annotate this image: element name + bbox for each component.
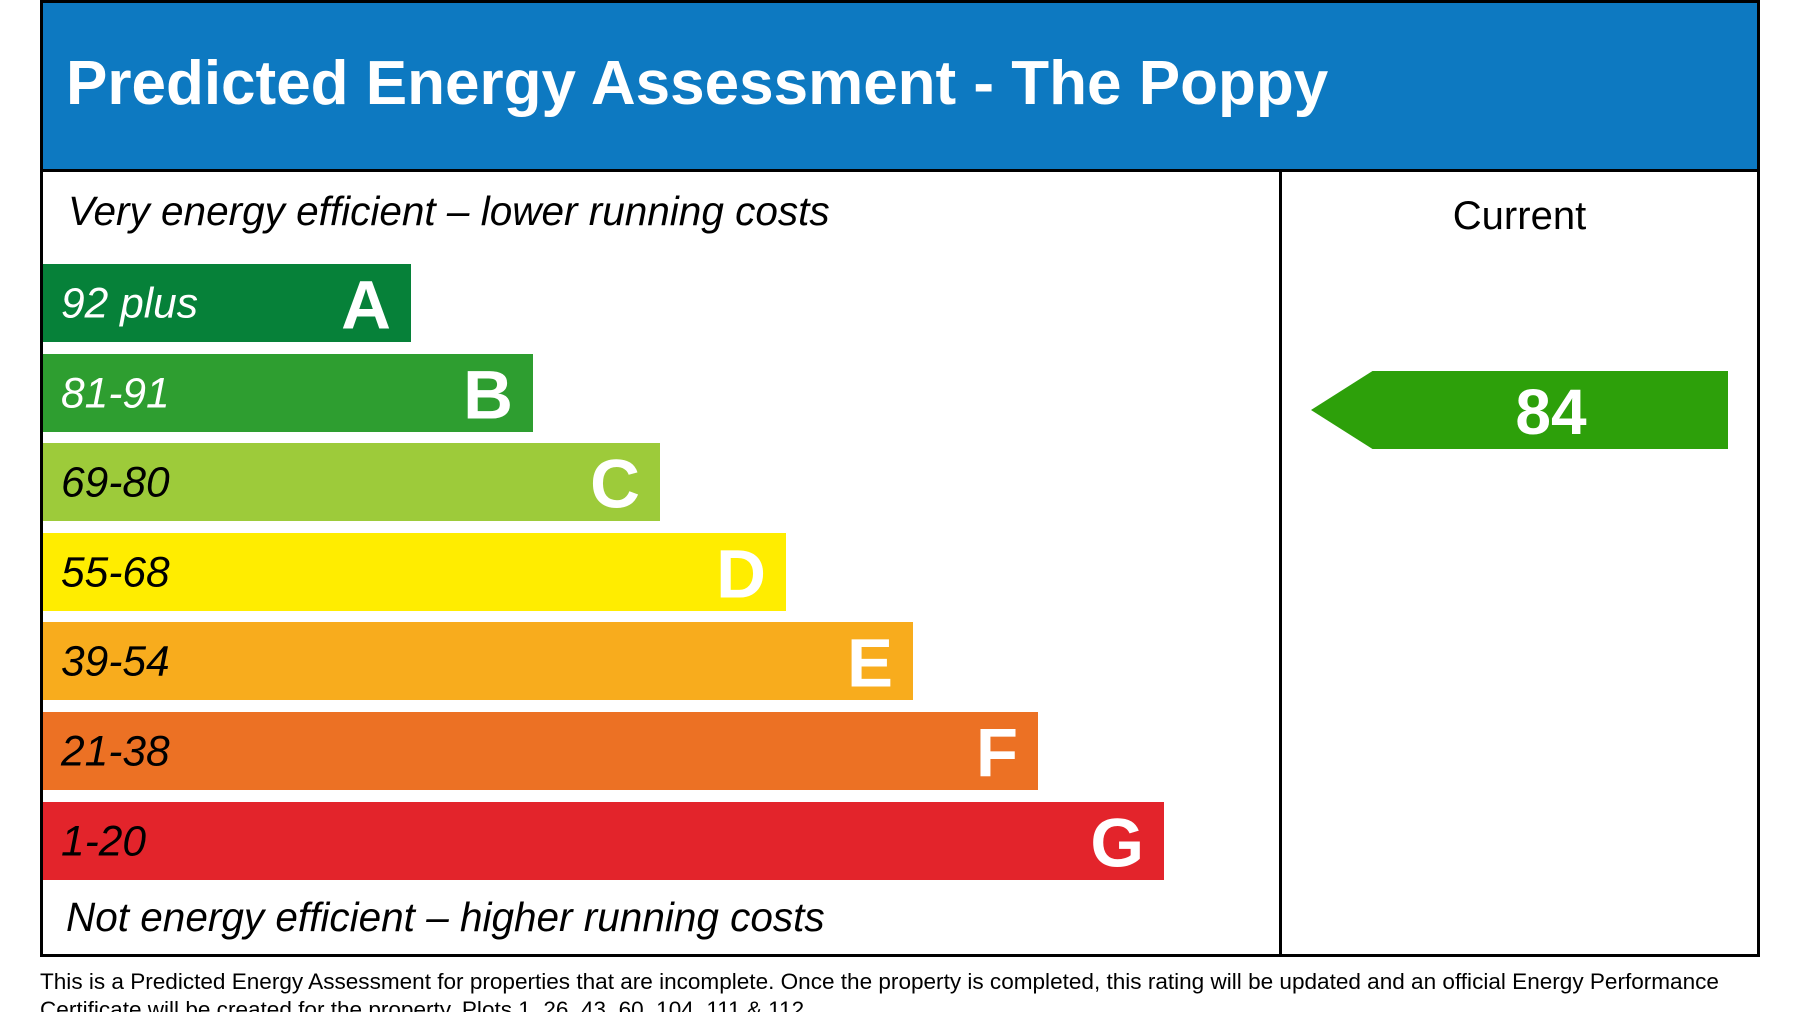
svg-text:84: 84 bbox=[1515, 376, 1587, 448]
